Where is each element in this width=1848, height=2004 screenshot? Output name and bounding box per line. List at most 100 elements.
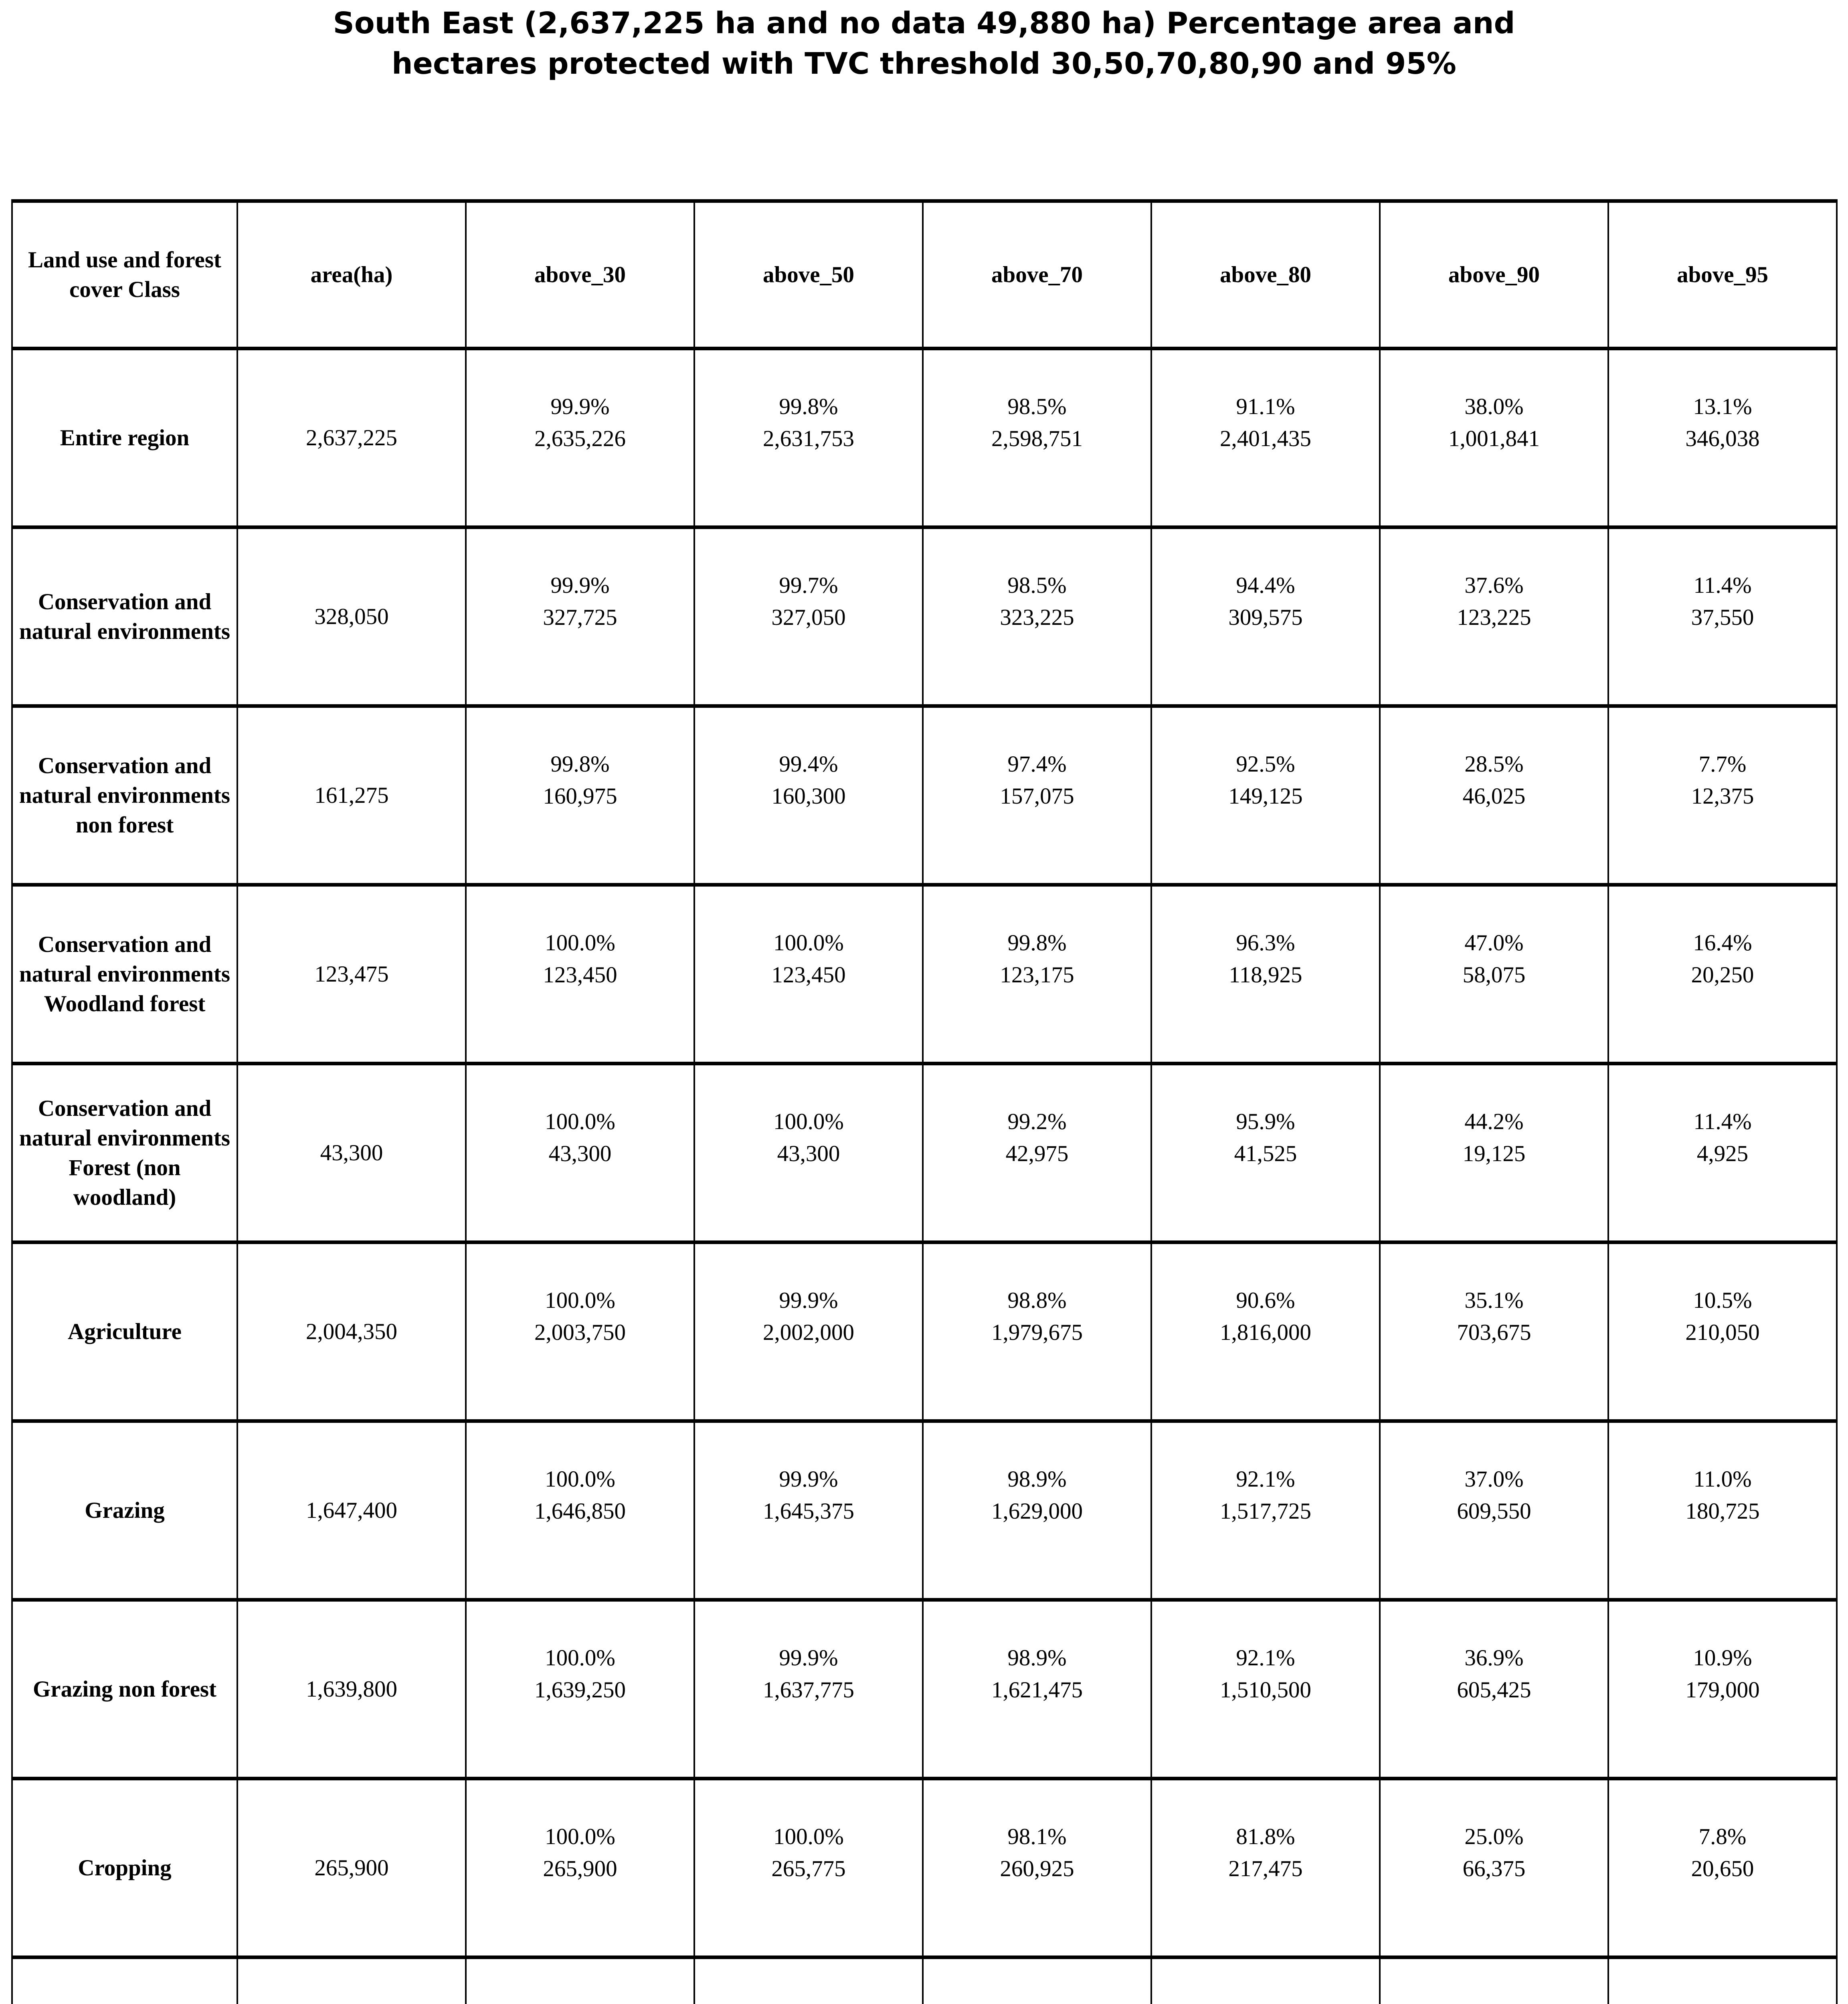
data-cell: 99.7% 327,050 (694, 525, 924, 708)
title-line-1: South East (2,637,225 ha and no data 49,… (333, 6, 1515, 40)
data-cell: 13.1% 346,038 (1607, 347, 1838, 529)
area-cell: 2,637,225 (237, 347, 467, 529)
data-cell: 100.0% 123,450 (465, 883, 695, 1065)
area-cell: 43,300 (237, 1062, 467, 1244)
data-cell: 90.6% 1,816,000 (1150, 1240, 1381, 1423)
data-cell: 88.7%79,400 (1150, 1956, 1381, 2004)
data-cell: 100.0% 123,450 (694, 883, 924, 1065)
col-header-area: area(ha) (237, 199, 467, 350)
data-cell: 98.9% 1,629,000 (922, 1419, 1152, 1602)
land-use-protection-table: Land use and forest cover Class area(ha)… (11, 199, 1838, 2004)
data-cell: 81.8% 217,475 (1150, 1777, 1381, 1959)
col-header-above-70: above_70 (922, 199, 1152, 350)
data-cell: 37.0% 609,550 (1379, 1419, 1609, 1602)
area-cell: 161,275 (237, 704, 467, 887)
data-cell: 7.8% 20,650 (1607, 1777, 1838, 1959)
table-row: Grazing non forest 1,639,800 100.0% 1,639… (11, 1598, 1838, 1780)
area-cell: 1,639,800 (237, 1598, 467, 1780)
table-row: Conservation and natural environments 32… (11, 525, 1838, 708)
row-label: Conservation and natural environments (11, 525, 238, 708)
row-label: Conservation and natural environments no… (11, 704, 238, 887)
table-row: Agriculture 2,004,350 100.0% 2,003,750 99… (11, 1240, 1838, 1423)
row-label: Grazing non forest (11, 1598, 238, 1780)
data-cell: 100.0% 265,900 (465, 1777, 695, 1959)
table-row: Cropping 265,900 100.0% 265,900 100.0% 265… (11, 1777, 1838, 1959)
data-cell: 100.0% 1,646,850 (465, 1419, 695, 1602)
table-row: Conservation and natural environments Wo… (11, 883, 1838, 1065)
data-cell: 99.2% 42,975 (922, 1062, 1152, 1244)
data-cell: 28.5% 46,025 (1379, 704, 1609, 887)
col-header-above-90: above_90 (1379, 199, 1609, 350)
data-cell: 16.4% 20,250 (1607, 883, 1838, 1065)
row-label: Agriculture (11, 1240, 238, 1423)
data-cell: 91.1% 2,401,435 (1150, 347, 1381, 529)
data-cell: 11.4% 37,550 (1607, 525, 1838, 708)
data-cell: 92.1% 1,510,500 (1150, 1598, 1381, 1780)
data-cell: 99.9% 1,645,375 (694, 1419, 924, 1602)
data-cell: 98.9% 1,621,475 (922, 1598, 1152, 1780)
data-cell: 98.5%88,200 (922, 1956, 1152, 2004)
row-label: Conservation and natural environments Wo… (11, 883, 238, 1065)
data-cell: 99.9% 1,637,775 (694, 1598, 924, 1780)
area-cell: 1,647,400 (237, 1419, 467, 1602)
data-cell: 35.1% 703,675 (1379, 1240, 1609, 1423)
data-cell: 38.0% 1,001,841 (1379, 347, 1609, 529)
data-cell: 30.6%27,425 (1379, 1956, 1609, 2004)
data-cell: 98.5% 2,598,751 (922, 347, 1152, 529)
data-cell: 96.3% 118,925 (1150, 883, 1381, 1065)
data-cell: 9.7%8,650 (1607, 1956, 1838, 2004)
data-cell: 7.7% 12,375 (1607, 704, 1838, 887)
table-row: Irrigation 89,500 99.9%89,450 99.8%89,30… (11, 1956, 1838, 2004)
data-cell: 99.4% 160,300 (694, 704, 924, 887)
data-cell: 97.4% 157,075 (922, 704, 1152, 887)
data-cell: 47.0% 58,075 (1379, 883, 1609, 1065)
col-header-above-50: above_50 (694, 199, 924, 350)
table-row: Conservation and natural environments Fo… (11, 1062, 1838, 1244)
data-cell: 10.5% 210,050 (1607, 1240, 1838, 1423)
data-cell: 100.0% 2,003,750 (465, 1240, 695, 1423)
col-header-above-95: above_95 (1607, 199, 1838, 350)
row-label: Conservation and natural environments Fo… (11, 1062, 238, 1244)
data-cell: 99.8% 123,175 (922, 883, 1152, 1065)
title-line-2: hectares protected with TVC threshold 30… (392, 46, 1456, 81)
data-cell: 37.6% 123,225 (1379, 525, 1609, 708)
row-label: Irrigation (11, 1956, 238, 2004)
data-cell: 11.0% 180,725 (1607, 1419, 1838, 1602)
data-cell: 98.1% 260,925 (922, 1777, 1152, 1959)
table-row: Conservation and natural environments no… (11, 704, 1838, 887)
data-cell: 99.8% 2,631,753 (694, 347, 924, 529)
header-row: Land use and forest cover Class area(ha)… (11, 199, 1838, 350)
data-cell: 99.8% 160,975 (465, 704, 695, 887)
data-cell: 100.0% 265,775 (694, 1777, 924, 1959)
data-cell: 44.2% 19,125 (1379, 1062, 1609, 1244)
area-cell: 328,050 (237, 525, 467, 708)
table-row: Grazing 1,647,400 100.0% 1,646,850 99.9% 1… (11, 1419, 1838, 1602)
data-cell: 99.8%89,300 (694, 1956, 924, 2004)
area-cell: 265,900 (237, 1777, 467, 1959)
data-cell: 36.9% 605,425 (1379, 1598, 1609, 1780)
data-cell: 100.0% 43,300 (465, 1062, 695, 1244)
data-cell: 99.9% 2,635,226 (465, 347, 695, 529)
data-cell: 92.5% 149,125 (1150, 704, 1381, 887)
col-header-class: Land use and forest cover Class (11, 199, 238, 350)
row-label: Grazing (11, 1419, 238, 1602)
data-cell: 99.9% 327,725 (465, 525, 695, 708)
data-cell: 99.9%89,450 (465, 1956, 695, 2004)
data-cell: 98.5% 323,225 (922, 525, 1152, 708)
data-cell: 95.9% 41,525 (1150, 1062, 1381, 1244)
area-cell: 123,475 (237, 883, 467, 1065)
page-title: South East (2,637,225 ha and no data 49,… (0, 3, 1848, 84)
data-cell: 10.9% 179,000 (1607, 1598, 1838, 1780)
row-label: Cropping (11, 1777, 238, 1959)
data-cell: 100.0% 43,300 (694, 1062, 924, 1244)
data-cell: 98.8% 1,979,675 (922, 1240, 1152, 1423)
data-cell: 92.1% 1,517,725 (1150, 1419, 1381, 1602)
table-row: Entire region 2,637,225 99.9% 2,635,226 9… (11, 347, 1838, 529)
data-cell: 100.0% 1,639,250 (465, 1598, 695, 1780)
col-header-above-30: above_30 (465, 199, 695, 350)
data-cell: 99.9% 2,002,000 (694, 1240, 924, 1423)
col-header-above-80: above_80 (1150, 199, 1381, 350)
data-cell: 25.0% 66,375 (1379, 1777, 1609, 1959)
data-cell: 11.4% 4,925 (1607, 1062, 1838, 1244)
